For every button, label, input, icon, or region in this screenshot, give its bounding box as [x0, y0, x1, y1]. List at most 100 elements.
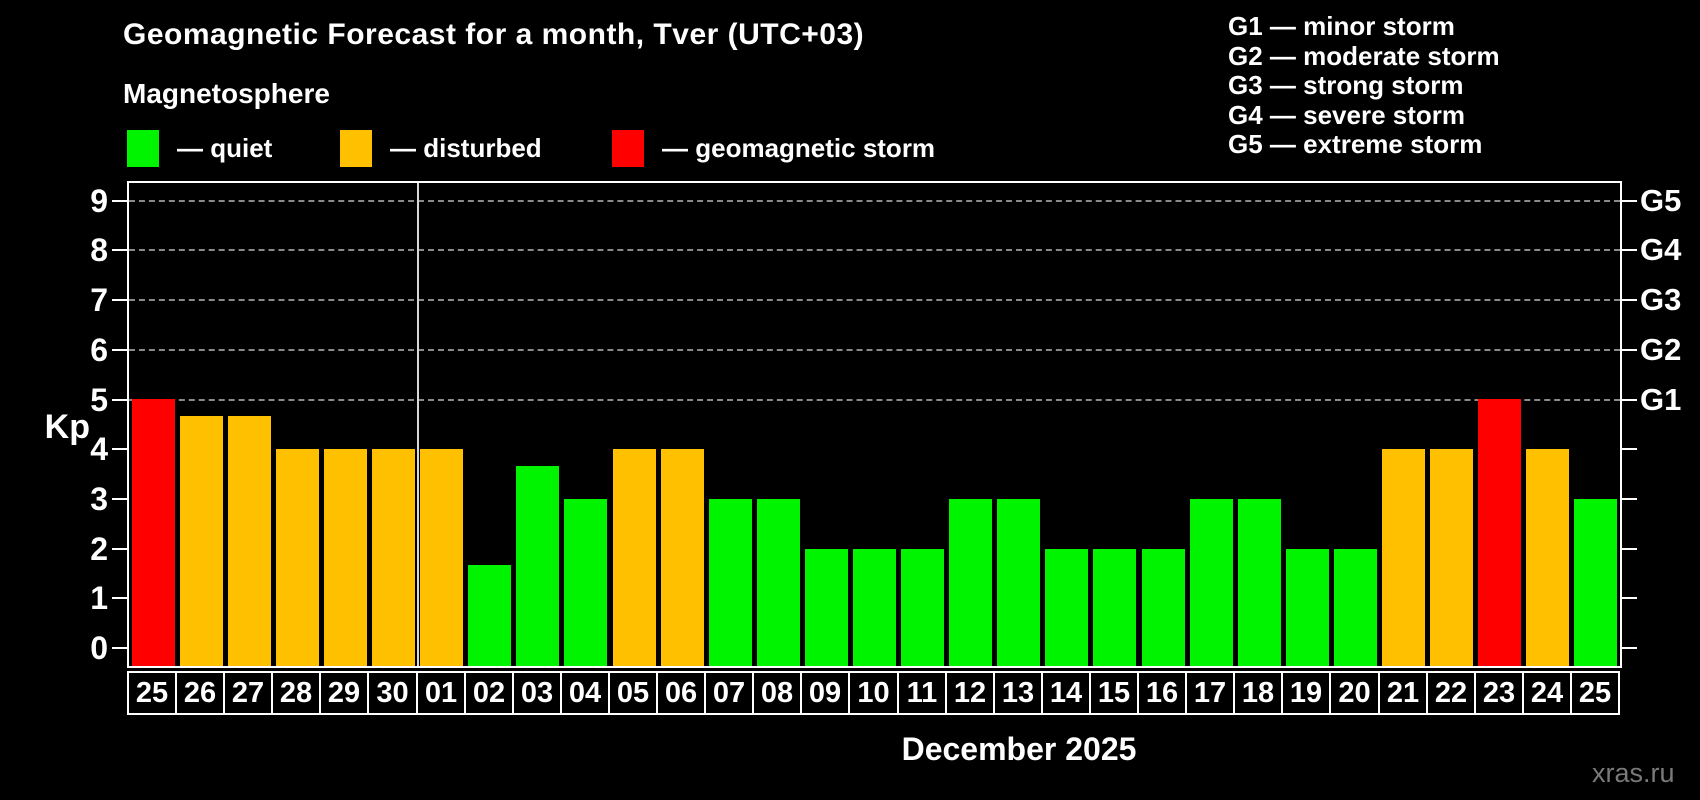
kp-bar-day-26	[180, 416, 223, 666]
y-axis-tick-left-6	[112, 348, 127, 351]
y-axis-tick-right-9	[1622, 199, 1637, 202]
legend-label-disturbed: — disturbed	[390, 132, 542, 163]
month-separator-line	[417, 183, 419, 666]
y-axis-label-1: 1	[90, 580, 108, 617]
y-axis-tick-left-7	[112, 299, 127, 302]
kp-bar-day-09	[805, 549, 848, 666]
day-label-cell: 19	[1281, 671, 1331, 715]
kp-bar-day-02	[468, 565, 511, 666]
g-legend-line-g3: G3 — strong storm	[1228, 70, 1464, 101]
day-label-cell: 24	[1522, 671, 1572, 715]
y-axis-tick-right-5	[1622, 398, 1637, 401]
y-axis-label-8: 8	[90, 232, 108, 269]
day-label-cell: 30	[367, 671, 418, 715]
gridline-kp6	[129, 348, 1620, 351]
day-label-cell: 26	[175, 671, 225, 715]
kp-bar-day-05	[613, 449, 656, 666]
quiet-color-swatch	[127, 129, 159, 167]
g-legend-line-g4: G4 — severe storm	[1228, 99, 1466, 130]
kp-bar-day-16	[1142, 549, 1185, 666]
y-axis-label-7: 7	[90, 282, 108, 319]
legend-label-quiet: — quiet	[177, 132, 273, 163]
y-axis-label-9: 9	[90, 182, 108, 219]
day-label-cell: 08	[752, 671, 802, 715]
kp-bar-day-21	[1382, 449, 1425, 666]
y-axis-label-5: 5	[90, 381, 108, 418]
y-axis-tick-left-0	[112, 647, 127, 649]
g-legend-line-g5: G5 — extreme storm	[1228, 129, 1483, 160]
day-label-cell: 07	[704, 671, 754, 715]
kp-bar-day-20	[1334, 549, 1377, 666]
kp-bar-day-10	[853, 549, 896, 666]
day-label-cell: 13	[993, 671, 1043, 715]
kp-bar-day-11	[901, 549, 944, 666]
y-axis-tick-right-6	[1622, 348, 1637, 351]
day-label-cell: 28	[271, 671, 321, 715]
page-title: Geomagnetic Forecast for a month, Tver (…	[123, 18, 865, 51]
y-axis-tick-left-5	[112, 398, 127, 401]
day-label-cell: 11	[897, 671, 947, 715]
kp-bar-day-22	[1430, 449, 1473, 666]
kp-bar-day-14	[1045, 549, 1088, 666]
kp-bar-day-27	[228, 416, 271, 666]
y-axis-tick-right-4	[1622, 448, 1637, 451]
legend-item-storm: — geomagnetic storm	[612, 128, 935, 168]
gridline-kp7	[129, 299, 1620, 302]
gridline-kp8	[129, 249, 1620, 252]
y-axis-tick-right-3	[1622, 497, 1637, 500]
day-label-cell: 18	[1233, 671, 1283, 715]
kp-bar-day-08	[757, 499, 800, 666]
y-axis-tick-right-2	[1622, 547, 1637, 550]
day-label-cell: 20	[1329, 671, 1380, 715]
y-axis-label-6: 6	[90, 331, 108, 368]
kp-bar-day-01	[420, 449, 463, 666]
y-axis-label-4: 4	[90, 431, 108, 468]
kp-bar-day-13	[997, 499, 1040, 666]
y-axis-tick-right-8	[1622, 249, 1637, 252]
y-axis-tick-left-2	[112, 547, 127, 550]
day-label-cell: 14	[1041, 671, 1091, 715]
chart-subtitle: Magnetosphere	[123, 78, 330, 109]
kp-bar-day-03	[516, 466, 559, 666]
right-axis-label-g3: G3	[1640, 282, 1682, 318]
y-axis-tick-left-3	[112, 497, 127, 500]
right-axis-label-g1: G1	[1640, 381, 1682, 417]
kp-bar-day-28	[276, 449, 319, 666]
kp-bar-day-18	[1238, 499, 1281, 666]
day-label-cell: 22	[1426, 671, 1476, 715]
kp-bar-day-24	[1526, 449, 1569, 666]
kp-bar-day-04	[564, 499, 607, 666]
watermark: xras.ru	[1592, 758, 1675, 788]
g-legend-line-g2: G2 — moderate storm	[1228, 40, 1500, 71]
day-label-cell: 25	[1570, 671, 1620, 715]
day-label-cell: 09	[800, 671, 850, 715]
right-axis-label-g5: G5	[1640, 182, 1682, 218]
kp-bar-day-29	[324, 449, 367, 666]
day-label-cell: 04	[560, 671, 610, 715]
day-label-cell: 25	[127, 671, 177, 715]
y-axis-title: Kp	[44, 408, 90, 446]
legend-item-quiet: — quiet	[127, 128, 272, 168]
y-axis-label-0: 0	[90, 630, 108, 666]
day-label-cell: 10	[848, 671, 899, 715]
kp-bar-day-25	[1574, 499, 1617, 666]
day-label-cell: 05	[608, 671, 658, 715]
storm-color-swatch	[612, 129, 644, 167]
kp-bar-day-30	[372, 449, 415, 666]
gridline-kp5	[129, 398, 1620, 401]
disturbed-color-swatch	[340, 129, 372, 167]
gridline-kp9	[129, 199, 1620, 202]
g-legend-line-g1: G1 — minor storm	[1228, 11, 1455, 41]
kp-bar-day-07	[709, 499, 752, 666]
legend-item-disturbed: — disturbed	[340, 128, 542, 168]
g-scale-legend: G1 — minor storm G2 — moderate storm G3 …	[1228, 11, 1500, 160]
right-axis-label-g4: G4	[1640, 232, 1682, 268]
kp-bar-day-19	[1286, 549, 1329, 666]
y-axis-tick-left-1	[112, 597, 127, 600]
y-axis-label-2: 2	[90, 530, 108, 567]
y-axis-tick-left-9	[112, 199, 127, 202]
day-label-cell: 17	[1185, 671, 1235, 715]
y-axis-tick-left-4	[112, 448, 127, 451]
day-label-cell: 12	[945, 671, 995, 715]
day-label-cell: 29	[319, 671, 369, 715]
